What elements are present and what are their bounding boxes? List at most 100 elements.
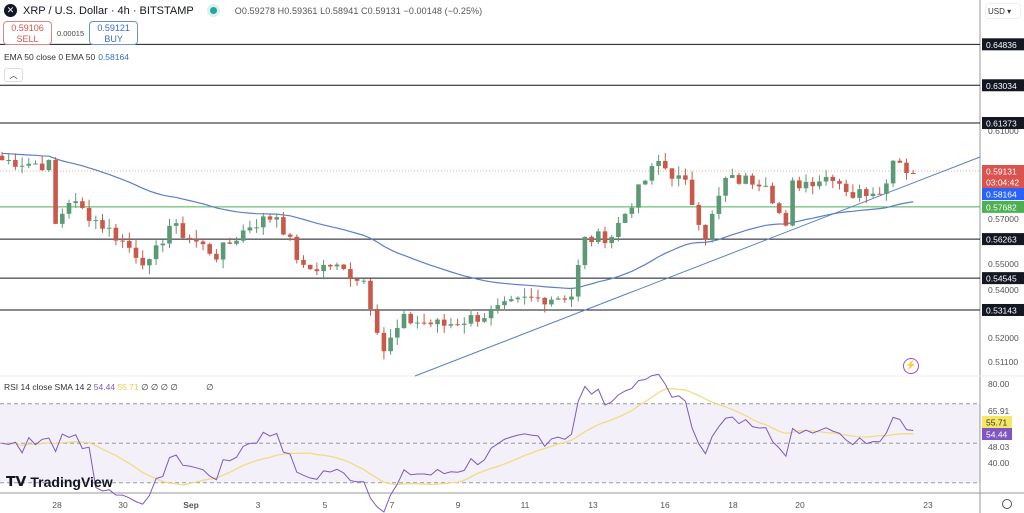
time-tick: 3 xyxy=(256,500,261,510)
sell-button[interactable]: 0.59106 SELL xyxy=(3,21,52,45)
time-tick: 11 xyxy=(521,500,530,510)
candle-body xyxy=(194,239,199,242)
collapse-legend-button[interactable]: ︿ xyxy=(4,68,23,82)
time-tick: 5 xyxy=(323,500,328,510)
candle-body xyxy=(743,175,748,184)
candle-body xyxy=(39,163,45,171)
candle-body xyxy=(200,241,206,245)
candle-body xyxy=(33,163,38,165)
candle-body xyxy=(80,201,85,208)
rsi-value: 54.44 xyxy=(93,382,116,392)
candle-body xyxy=(636,184,641,208)
candle-body xyxy=(830,176,836,182)
candle-body xyxy=(60,213,65,224)
sell-price: 0.59106 xyxy=(11,23,44,33)
candle-body xyxy=(884,183,889,194)
ohlc-values: O0.59278 H0.59361 L0.58941 C0.59131 −0.0… xyxy=(234,5,483,16)
candle-body xyxy=(837,181,842,184)
level-label-bg xyxy=(982,272,1024,285)
level-label-bg xyxy=(982,79,1024,92)
tv-logo-icon: 𝗧𝗩 xyxy=(6,473,27,489)
rsi-badge-bg xyxy=(982,428,1012,440)
buy-label: BUY xyxy=(104,34,123,44)
candle-body xyxy=(562,298,568,300)
candle-body xyxy=(254,227,259,229)
candle-body xyxy=(857,189,862,198)
candle-body xyxy=(368,280,373,309)
candle-body xyxy=(689,179,695,205)
candle-body xyxy=(730,175,735,178)
candle-body xyxy=(455,324,460,326)
rsi-label: RSI 14 close SMA 14 2 xyxy=(4,382,92,392)
ema-line xyxy=(1,152,914,290)
time-tick: 18 xyxy=(728,500,738,510)
trade-panel: 0.59106 SELL 0.00015 0.59121 BUY xyxy=(3,21,139,45)
level-label: 0.56263 xyxy=(986,235,1017,245)
candle-body xyxy=(850,192,856,198)
candle-body xyxy=(26,163,32,166)
candle-body xyxy=(267,216,273,220)
price-tick: 0.54000 xyxy=(988,285,1019,295)
candle-body xyxy=(13,159,18,167)
candle-body xyxy=(462,323,467,325)
candle-body xyxy=(482,318,487,322)
candle-body xyxy=(180,223,186,238)
buy-price: 0.59121 xyxy=(97,23,130,33)
level-label-bg xyxy=(982,303,1024,316)
time-tick: 9 xyxy=(456,500,461,510)
candle-body xyxy=(301,259,306,265)
price-tick: 0.52000 xyxy=(988,333,1019,343)
candle-body xyxy=(415,322,420,324)
rsi-tick: 80.00 xyxy=(988,379,1010,389)
candle-body xyxy=(770,185,775,204)
candle-body xyxy=(555,298,561,300)
candle-body xyxy=(281,217,286,235)
candle-body xyxy=(810,181,815,187)
candle-body xyxy=(488,308,494,319)
rsi-tick: 40.00 xyxy=(988,458,1010,468)
candle-body xyxy=(0,155,5,161)
price-tick: 0.57000 xyxy=(988,214,1019,224)
settings-icon[interactable] xyxy=(1002,499,1012,509)
candle-body xyxy=(287,234,293,237)
candle-body xyxy=(709,213,715,240)
candle-body xyxy=(294,236,300,260)
rsi-sma-value: 55.71 xyxy=(117,382,139,392)
price-badge-bg xyxy=(982,188,1024,200)
candle-body xyxy=(475,315,480,322)
ema-legend[interactable]: EMA 50 close 0 EMA 50 0.58164 xyxy=(4,52,129,62)
symbol-title[interactable]: XRP / U.S. Dollar · 4h · BITSTAMP xyxy=(23,4,194,17)
candles xyxy=(0,151,916,360)
candle-body xyxy=(86,207,92,221)
lightning-icon[interactable]: ⚡ xyxy=(903,358,919,374)
candle-body xyxy=(66,203,72,214)
candle-body xyxy=(354,279,360,281)
candle-body xyxy=(153,245,159,260)
trendline xyxy=(414,156,981,377)
currency-select[interactable]: USD ▾ xyxy=(985,3,1021,19)
candle-body xyxy=(421,322,427,324)
candle-body xyxy=(823,176,829,182)
candle-body xyxy=(616,222,621,237)
rsi-legend[interactable]: RSI 14 close SMA 14 2 54.44 55.71 ∅ ∅ ∅ … xyxy=(4,382,214,393)
candle-body xyxy=(321,264,326,272)
candle-body xyxy=(73,201,78,204)
candle-body xyxy=(495,305,501,309)
buy-button[interactable]: 0.59121 BUY xyxy=(89,21,139,45)
candle-body xyxy=(374,308,380,333)
countdown-label: 03:04:42 xyxy=(986,178,1019,188)
candle-body xyxy=(502,301,507,306)
candle-body xyxy=(448,324,454,326)
market-status-icon xyxy=(209,7,217,14)
candle-body xyxy=(676,175,681,179)
time-tick: 20 xyxy=(795,500,805,510)
level-label: 0.61373 xyxy=(986,119,1017,129)
level-label-bg xyxy=(982,200,1024,213)
rsi-sma-line xyxy=(1,388,914,486)
level-label: 0.57682 xyxy=(986,202,1017,212)
candle-body xyxy=(904,162,909,174)
candle-body xyxy=(160,243,166,246)
price-tick: 0.51100 xyxy=(988,357,1018,367)
price-tick: 0.55000 xyxy=(988,259,1019,269)
